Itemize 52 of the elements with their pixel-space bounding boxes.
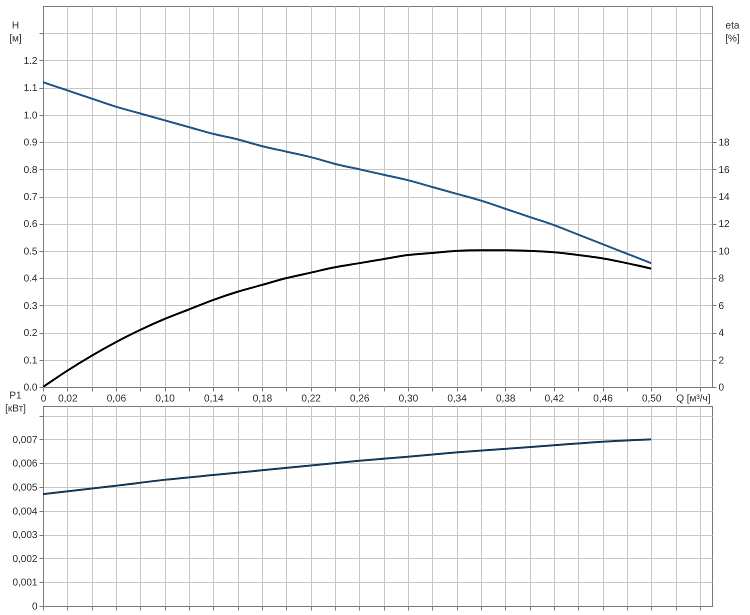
- x-tick-label: 0,34: [447, 394, 468, 404]
- x-tick-label: 0: [40, 394, 47, 404]
- y-tick-label: 0,005: [12, 482, 38, 494]
- y-tick-label: 1.0: [24, 110, 38, 122]
- y2-tick-label: 0: [718, 382, 724, 394]
- y-tick-label: 0: [32, 602, 38, 612]
- x-tick-label: 0,46: [593, 394, 614, 404]
- y-axis-title: P1 [кВт]: [5, 390, 26, 414]
- y2-tick-label: 16: [718, 164, 730, 176]
- line-series: [43, 249, 652, 387]
- x-tick-label: 0,38: [496, 394, 516, 404]
- y-tick-label: 0.5: [24, 246, 38, 258]
- y2-tick-label: 10: [718, 246, 730, 258]
- y2-tick-label: 2: [718, 355, 724, 366]
- y-tick-label: 1.1: [24, 83, 38, 94]
- x-tick-label: 0,42: [544, 394, 565, 404]
- y2-tick-label: 8: [718, 274, 724, 285]
- y-tick-label: 0.8: [24, 164, 38, 176]
- x-tick-label: 0,02: [58, 394, 78, 404]
- y-tick-label: 0,007: [12, 434, 38, 446]
- x-tick-label: 0,26: [350, 394, 370, 404]
- y-tick-label: 0.9: [24, 138, 38, 149]
- y-tick-label: 0,003: [12, 530, 38, 542]
- line-series: [43, 81, 652, 264]
- y-tick-label: 1.2: [24, 56, 38, 67]
- y-tick-label: 0,004: [12, 506, 38, 518]
- line-series: [43, 438, 652, 496]
- x-tick-label: 0,06: [106, 394, 127, 404]
- y-tick-label: 0,001: [12, 578, 38, 589]
- x-tick-label: 0,14: [204, 394, 224, 404]
- x-tick-label: 0,18: [252, 394, 273, 404]
- x-tick-label: 0,10: [155, 394, 176, 404]
- y-tick-label: 0.6: [24, 219, 38, 230]
- y2-tick-label: 18: [718, 138, 730, 149]
- y-tick-label: 0.4: [24, 274, 38, 285]
- x-tick-label: 0,50: [642, 394, 662, 404]
- y2-tick-label: 14: [718, 192, 730, 203]
- y-tick-label: 0,006: [12, 458, 38, 470]
- y-tick-label: 0.0: [24, 382, 38, 394]
- x-axis-title: Q [м³/ч]: [676, 394, 711, 404]
- y-tick-label: 0.3: [24, 300, 38, 312]
- y-tick-label: 0.2: [24, 328, 38, 340]
- y2-tick-label: 12: [718, 219, 730, 230]
- y2-tick-label: 6: [718, 300, 724, 312]
- y2-axis-title: eta [%]: [725, 20, 740, 44]
- y2-tick-label: 4: [718, 328, 724, 340]
- x-tick-label: 0,22: [301, 394, 322, 404]
- y-axis-title: H [м]: [9, 20, 22, 44]
- y-tick-label: 0,002: [12, 554, 38, 565]
- x-tick-label: 0,30: [398, 394, 419, 404]
- y-tick-label: 0.1: [24, 355, 38, 366]
- y-tick-label: 0.7: [24, 192, 38, 203]
